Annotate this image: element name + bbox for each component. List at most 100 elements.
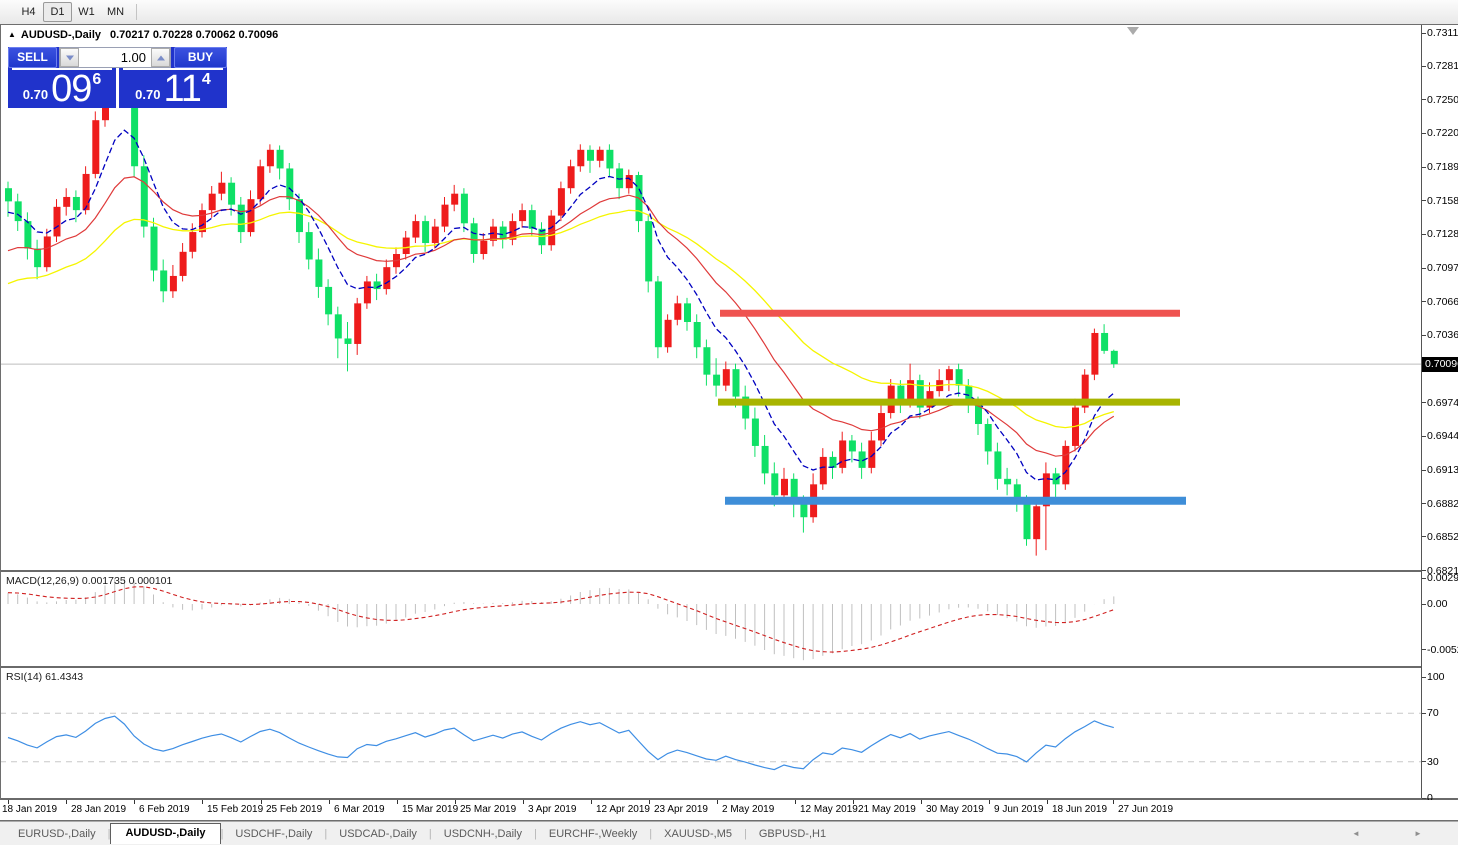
tab-separator: | — [534, 828, 537, 840]
candle — [441, 204, 449, 227]
sell-button[interactable]: SELL — [8, 47, 57, 68]
time-axis[interactable]: 18 Jan 2019 28 Jan 2019 6 Feb 2019 15 Feb 2… — [0, 800, 1458, 820]
tab-usdchf[interactable]: USDCHF-,Daily — [235, 828, 313, 840]
candle — [344, 338, 352, 344]
toolbar-button-h4[interactable]: H4 — [21, 6, 36, 18]
candle — [587, 149, 594, 161]
candle — [848, 440, 856, 452]
rsi-tick: 70 — [1427, 707, 1439, 720]
tab-separator: | — [428, 828, 432, 840]
candle — [247, 199, 255, 233]
sell-price[interactable]: 0.70 09 6 — [12, 68, 112, 108]
candle — [53, 206, 61, 237]
candle — [160, 270, 168, 292]
one-click-collapse-icon[interactable]: ▲ — [8, 30, 16, 39]
candle — [703, 347, 711, 375]
time-tick-label: 6 Mar 2019 — [334, 804, 385, 815]
candle — [790, 478, 798, 505]
pane-splitter-main-macd[interactable] — [0, 570, 1458, 572]
time-tick-label: 12 May 2019 — [800, 804, 858, 815]
pane-splitter-macd-rsi[interactable] — [0, 666, 1458, 668]
tab-xauusd[interactable]: XAUUSD-,M5 — [664, 828, 732, 840]
candle — [5, 188, 12, 202]
rsi-plot[interactable] — [0, 668, 1421, 798]
candle — [1110, 350, 1118, 365]
candle — [199, 210, 206, 233]
rsi-label: RSI(14) 61.4343 — [6, 671, 84, 683]
time-tick-label: 2 May 2019 — [722, 804, 775, 815]
tab-eurchf[interactable]: EURCHF-,Weekly — [548, 828, 638, 840]
candle — [150, 226, 158, 271]
candle — [1101, 332, 1109, 351]
volume-decrease-button[interactable] — [60, 48, 79, 67]
ma-fast-line — [7, 129, 1115, 481]
candle — [286, 168, 294, 200]
tab-usdcad[interactable]: USDCAD-,Daily — [339, 828, 417, 840]
tab-audusd[interactable]: AUDUSD-,Daily — [110, 823, 221, 844]
chart-shift-marker-icon[interactable] — [1127, 27, 1139, 35]
rsi-tick: 0 — [1427, 792, 1433, 804]
candle — [1062, 445, 1070, 485]
candle — [829, 456, 837, 468]
time-tick-label: 28 Jan 2019 — [71, 804, 127, 815]
macd-plot[interactable] — [0, 572, 1421, 666]
toolbar-button-mn[interactable]: MN — [106, 6, 125, 18]
tab-separator: | — [107, 828, 111, 840]
candle — [761, 445, 769, 474]
macd-label: MACD(12,26,9) 0.001735 0.000101 — [6, 575, 173, 587]
candle — [179, 251, 187, 276]
time-tick-label: 30 May 2019 — [926, 804, 984, 815]
candle — [994, 451, 1002, 479]
buy-price[interactable]: 0.70 11 4 — [123, 68, 223, 108]
tab-separator: | — [220, 828, 224, 840]
time-tick-label: 12 Apr 2019 — [596, 804, 650, 815]
candle — [858, 451, 866, 468]
candle — [1081, 374, 1089, 408]
candle — [567, 166, 575, 189]
buy-price-point: 4 — [201, 71, 211, 88]
arrow-up-icon — [156, 55, 165, 60]
candle — [509, 221, 517, 240]
candlestick-plot[interactable] — [0, 25, 1421, 570]
candle — [1004, 478, 1012, 485]
tab-gbpusd[interactable]: GBPUSD-,H1 — [758, 828, 827, 840]
volume-input[interactable] — [79, 48, 151, 67]
tab-eurusd[interactable]: EURUSD-,Daily — [18, 828, 96, 840]
price-divider — [116, 68, 119, 108]
time-tick-label: 15 Mar 2019 — [402, 804, 459, 815]
price-tick: 0.71585 — [1427, 194, 1458, 207]
candle — [606, 149, 614, 169]
candle — [557, 188, 565, 216]
candle — [140, 166, 148, 227]
candle — [363, 281, 371, 304]
candle — [276, 149, 284, 169]
candle — [528, 210, 536, 229]
macd-tick: 0.002984 — [1427, 572, 1458, 584]
candle — [325, 286, 333, 315]
candle — [955, 369, 963, 386]
candle — [1013, 484, 1021, 501]
volume-increase-button[interactable] — [151, 48, 170, 67]
candle — [519, 210, 527, 222]
volume-spinner — [59, 47, 171, 68]
buy-button[interactable]: BUY — [174, 47, 227, 68]
tab-usdcnh[interactable]: USDCNH-,Daily — [443, 828, 522, 840]
candle — [693, 322, 701, 348]
toolbar-button-w1[interactable]: W1 — [78, 6, 95, 18]
time-tick-label: 15 Feb 2019 — [207, 804, 264, 815]
candle — [131, 94, 139, 167]
candle — [868, 440, 876, 468]
tabs-scroll-left-icon[interactable]: ◄ — [1352, 829, 1360, 838]
time-tick-label: 6 Feb 2019 — [139, 804, 190, 815]
tabs-scroll-right-icon[interactable]: ► — [1414, 829, 1422, 838]
toolbar-button-d1[interactable]: D1 — [43, 2, 72, 22]
candle — [742, 396, 750, 419]
